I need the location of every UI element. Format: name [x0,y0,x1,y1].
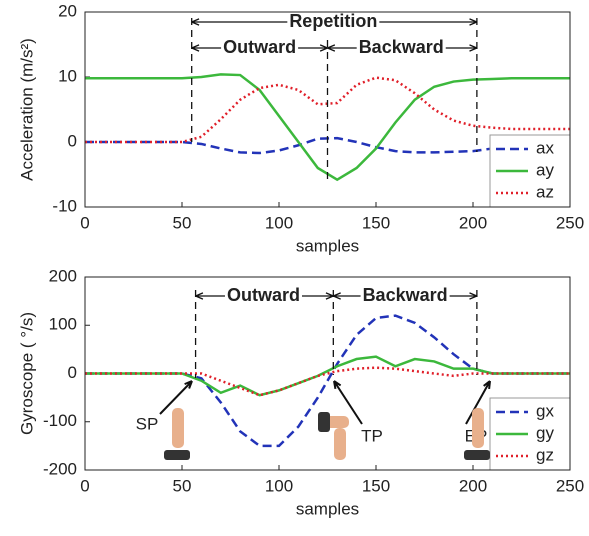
annotation-bg [221,36,299,57]
y-tick-label: 0 [68,363,77,382]
x-tick-label: 0 [80,213,89,232]
annotation-bg [356,36,446,57]
y-tick-label: 200 [49,266,77,285]
dumbbell-icon [464,450,490,460]
x-tick-label: 250 [556,476,584,495]
x-axis-label: samples [296,236,359,255]
legend-label: ax [536,138,554,157]
annotation-bg [224,284,302,305]
x-tick-label: 50 [173,213,192,232]
y-tick-label: -200 [43,459,77,478]
annotation: Backward [359,37,444,57]
annotation-bg [360,284,450,305]
annotation: Repetition [289,11,377,31]
bracket-head [327,44,478,52]
dumbbell-icon [318,412,330,432]
y-tick-label: 100 [49,315,77,334]
x-tick-label: 0 [80,476,89,495]
plot-frame [84,276,571,471]
bracket-head [195,292,334,300]
arm-icons [164,408,490,460]
annotation: SP [136,414,159,433]
annotation: Outward [223,37,296,57]
legend-label: gy [536,423,554,442]
y-tick-label: -100 [43,411,77,430]
annotation-bg [287,10,380,31]
plot-frame [84,11,571,208]
legend-label: ay [536,160,554,179]
x-tick-label: 200 [459,213,487,232]
bracket-head [333,292,478,300]
arm-icon [472,408,484,448]
x-tick-label: 200 [459,476,487,495]
legend-label: gz [536,445,554,464]
bracket-head [191,18,478,26]
arm-icon [172,408,184,448]
y-tick-label: 20 [58,1,77,20]
x-axis-label: samples [296,499,359,518]
x-tick-label: 150 [362,476,390,495]
y-tick-label: 0 [68,131,77,150]
legend-label: az [536,182,554,201]
x-tick-label: 250 [556,213,584,232]
series-line [85,355,570,397]
arm-icon [334,428,346,460]
dumbbell-icon [164,450,190,460]
annotation: Backward [363,285,448,305]
series-line [85,366,570,397]
y-axis-label: Acceleration (m/s²) [17,38,36,181]
y-axis-label: Gyroscope ( °/s) [17,312,36,435]
pointer-arrow [333,380,363,425]
x-tick-label: 150 [362,213,390,232]
x-tick-label: 100 [265,476,293,495]
annotation: Outward [227,285,300,305]
pointer-arrow [465,380,491,425]
series-line [85,76,570,144]
bracket-head [191,44,328,52]
x-tick-label: 100 [265,213,293,232]
y-tick-label: -10 [52,196,77,215]
annotation: TP [361,426,383,445]
pointer-arrow [159,380,193,415]
x-tick-label: 50 [173,476,192,495]
legend-label: gx [536,401,554,420]
y-tick-label: 10 [58,66,77,85]
panel: -200 -100 0 100 200 0 50 100 150 200 250 samples Gyr… [17,266,584,518]
